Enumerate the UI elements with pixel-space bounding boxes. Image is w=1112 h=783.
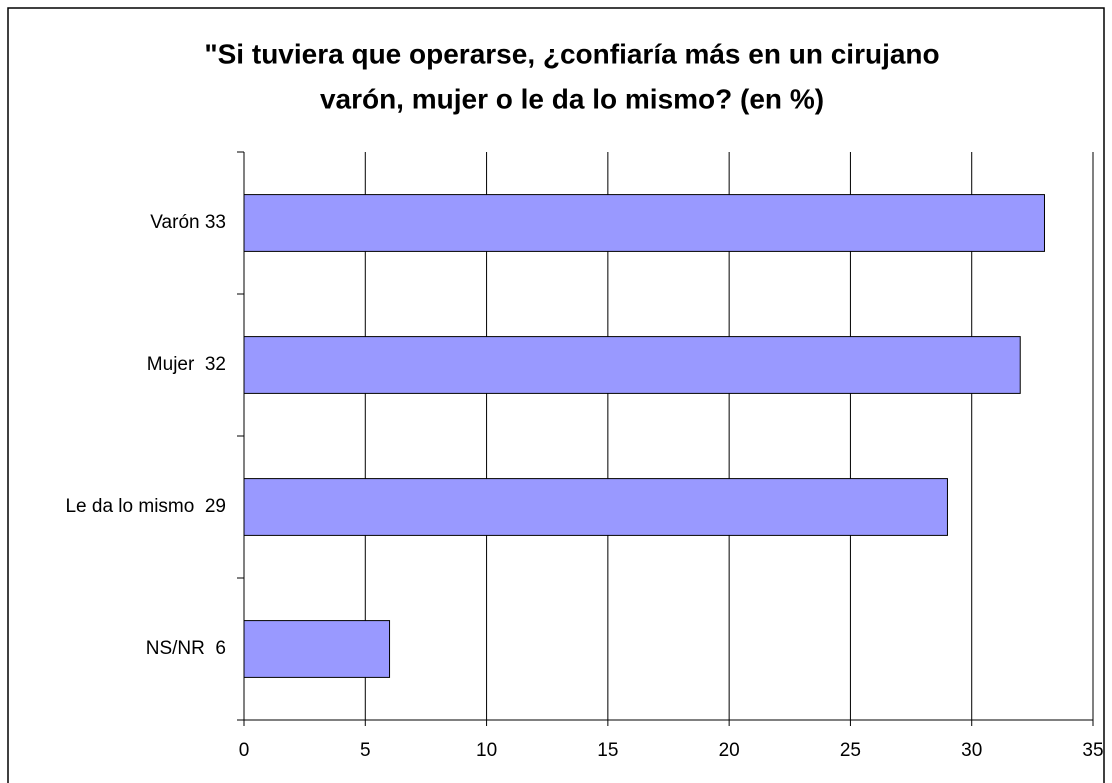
x-tick-label: 35 <box>1082 740 1103 761</box>
y-tick-label: Mujer 32 <box>147 354 226 375</box>
chart-frame <box>7 7 1105 783</box>
bar <box>243 194 1045 252</box>
x-tick-label: 15 <box>597 740 618 761</box>
y-tick-label: NS/NR 6 <box>146 638 226 659</box>
x-tick-label: 20 <box>719 740 740 761</box>
bar <box>243 336 1021 394</box>
x-tick-label: 25 <box>840 740 861 761</box>
chart-title: varón, mujer o le da lo mismo? (en %) <box>320 83 824 114</box>
bar <box>243 620 391 678</box>
chart-title: "Si tuviera que operarse, ¿confiaría más… <box>204 38 939 69</box>
x-tick-label: 5 <box>360 740 371 761</box>
bar <box>243 478 948 536</box>
x-tick-label: 10 <box>476 740 497 761</box>
y-tick-label: Le da lo mismo 29 <box>65 496 226 517</box>
x-tick-label: 30 <box>961 740 982 761</box>
x-tick-label: 0 <box>239 740 250 761</box>
y-tick-label: Varón 33 <box>150 212 226 233</box>
